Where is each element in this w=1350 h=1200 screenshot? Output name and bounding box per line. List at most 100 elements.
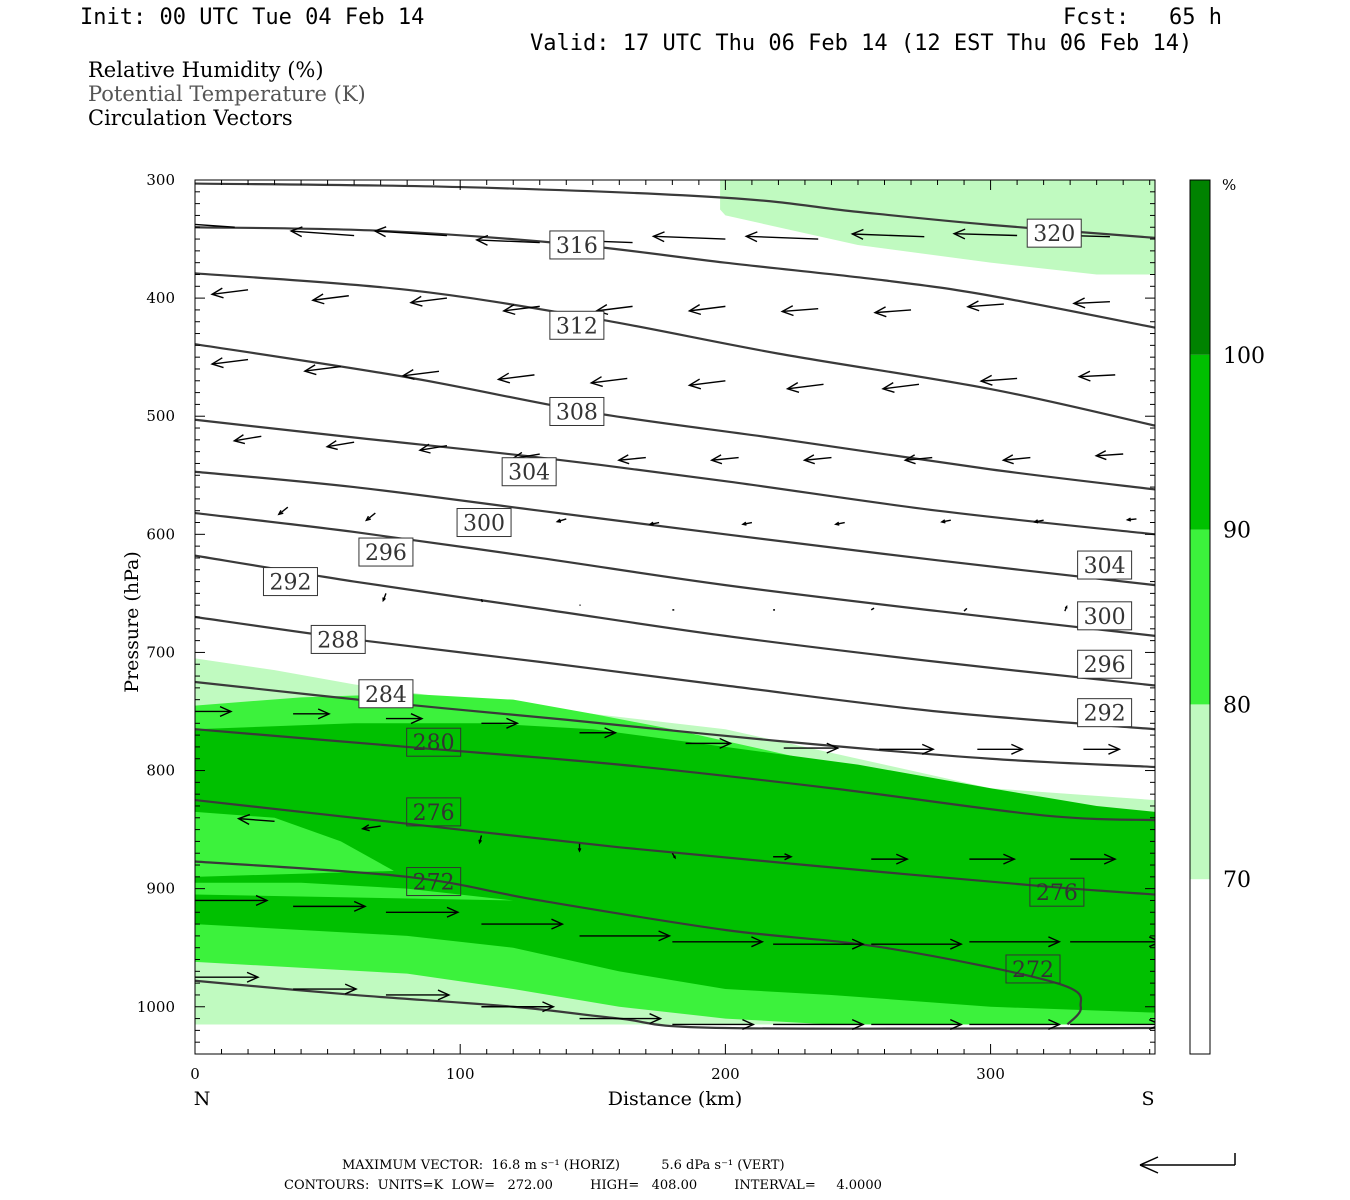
vector-shaft bbox=[746, 235, 819, 240]
colorbar-level-80: 80 bbox=[1223, 693, 1251, 718]
colorbar-segment-1 bbox=[1190, 704, 1210, 880]
circulation-vector-60 bbox=[293, 708, 331, 720]
vector-head bbox=[851, 1018, 865, 1031]
circulation-vector-26 bbox=[785, 382, 824, 393]
title-potential-temperature: Potential Temperature (K) bbox=[88, 82, 366, 106]
vector-head bbox=[950, 938, 963, 950]
contour-label-box bbox=[262, 567, 318, 597]
vector-head bbox=[401, 369, 415, 381]
circulation-vector-78 bbox=[195, 894, 269, 906]
contour-label-296-15: 296 bbox=[1077, 649, 1133, 679]
contour-label-box bbox=[358, 679, 414, 709]
vector-shaft bbox=[711, 456, 739, 461]
circulation-vector-62 bbox=[481, 717, 520, 729]
vector-head bbox=[1048, 1018, 1062, 1031]
vector-head bbox=[232, 434, 246, 445]
circulation-vector-64 bbox=[685, 737, 733, 749]
contour-label-280-10: 280 bbox=[406, 727, 462, 757]
vector-head bbox=[478, 839, 482, 845]
vector-shaft bbox=[304, 365, 341, 372]
vector-head bbox=[551, 918, 565, 930]
y-tick-label-400: 400 bbox=[146, 289, 175, 307]
circulation-vector-71 bbox=[478, 835, 483, 845]
circulation-vector-23 bbox=[496, 372, 535, 384]
vector-head bbox=[219, 705, 233, 718]
vector-shaft bbox=[787, 383, 824, 390]
contour-label-text: 296 bbox=[1084, 653, 1126, 678]
circulation-vector-91 bbox=[481, 1001, 556, 1013]
contour-label-text: 300 bbox=[463, 512, 505, 537]
circulation-vector-84 bbox=[773, 938, 865, 950]
circulation-vector-77 bbox=[1070, 853, 1117, 865]
contour-label-box bbox=[456, 508, 512, 538]
vector-head bbox=[1108, 743, 1122, 755]
contour-label-text: 288 bbox=[317, 628, 359, 653]
circulation-vector-6 bbox=[744, 231, 819, 243]
vector-head bbox=[1032, 519, 1039, 524]
theta-contour-308 bbox=[195, 343, 1155, 491]
circulation-vector-10 bbox=[210, 287, 249, 299]
vector-shaft bbox=[782, 308, 819, 313]
circulation-vector-21 bbox=[303, 364, 341, 376]
vector-head bbox=[1011, 743, 1025, 755]
contour-label-320-0: 320 bbox=[1026, 218, 1082, 248]
circulation-vector-46 bbox=[834, 521, 845, 526]
y-tick-label-600: 600 bbox=[146, 525, 175, 543]
y-tick-label-300: 300 bbox=[146, 171, 175, 189]
vector-shaft bbox=[689, 380, 726, 386]
circulation-vector-15 bbox=[687, 304, 726, 316]
circulation-vector-28 bbox=[979, 374, 1018, 386]
vector-head bbox=[210, 287, 224, 299]
vector-shaft bbox=[967, 303, 1004, 308]
vector-shaft bbox=[211, 358, 249, 365]
vector-shaft bbox=[852, 233, 925, 238]
y-tick-label-700: 700 bbox=[146, 643, 175, 661]
colorbar: 70 80 90 100% bbox=[1189, 176, 1265, 1055]
contour-label-box bbox=[549, 230, 605, 260]
circulation-vector-36 bbox=[802, 454, 832, 465]
contour-label-text: 300 bbox=[1084, 605, 1126, 630]
circulation-vector-69 bbox=[236, 813, 275, 825]
vector-head bbox=[172, 219, 183, 229]
circulation-vector-31 bbox=[325, 440, 355, 451]
circulation-vector-38 bbox=[1001, 454, 1031, 465]
vector-shaft bbox=[596, 305, 633, 312]
vector-shaft bbox=[905, 456, 933, 461]
vector-head bbox=[1125, 517, 1132, 522]
vector-head bbox=[896, 853, 909, 865]
vector-shaft bbox=[278, 506, 289, 515]
x-axis-title: Distance (km) bbox=[608, 1088, 743, 1110]
circulation-vector-90 bbox=[385, 989, 451, 1001]
contour-label-box bbox=[549, 310, 605, 340]
circulation-vector-56 bbox=[870, 607, 875, 611]
contour-label-text: 272 bbox=[1012, 958, 1054, 983]
vector-shaft bbox=[870, 607, 875, 611]
circulation-vector-85 bbox=[871, 938, 963, 950]
circulation-vector-67 bbox=[977, 743, 1025, 755]
contour-label-text: 284 bbox=[365, 683, 407, 708]
contour-label-box bbox=[1077, 698, 1133, 728]
y-tick-label-900: 900 bbox=[146, 880, 175, 898]
circulation-vector-18 bbox=[966, 300, 1004, 312]
vector-shaft bbox=[211, 289, 249, 296]
colorbar-segment-2 bbox=[1190, 529, 1210, 705]
contour-label-text: 320 bbox=[1033, 222, 1075, 247]
contour-label-box bbox=[501, 457, 557, 487]
vector-head bbox=[277, 509, 284, 516]
contour-label-box bbox=[1005, 954, 1061, 984]
circulation-vector-68 bbox=[1083, 743, 1122, 755]
circulation-vector-22 bbox=[401, 369, 440, 381]
rh-region-70-0 bbox=[720, 180, 1155, 275]
circulation-vector-61 bbox=[385, 713, 424, 725]
contour-label-text: 304 bbox=[508, 461, 550, 486]
contour-label-box bbox=[406, 797, 462, 827]
circulation-vector-73 bbox=[671, 852, 676, 860]
circulation-vector-41 bbox=[364, 512, 376, 522]
vector-head bbox=[950, 1018, 963, 1031]
circulation-vector-75 bbox=[871, 853, 909, 865]
vector-head bbox=[1048, 936, 1062, 948]
vector-head bbox=[834, 521, 840, 526]
vector-shaft bbox=[419, 445, 448, 451]
vector-head bbox=[289, 226, 303, 238]
vector-shaft bbox=[1003, 456, 1031, 461]
